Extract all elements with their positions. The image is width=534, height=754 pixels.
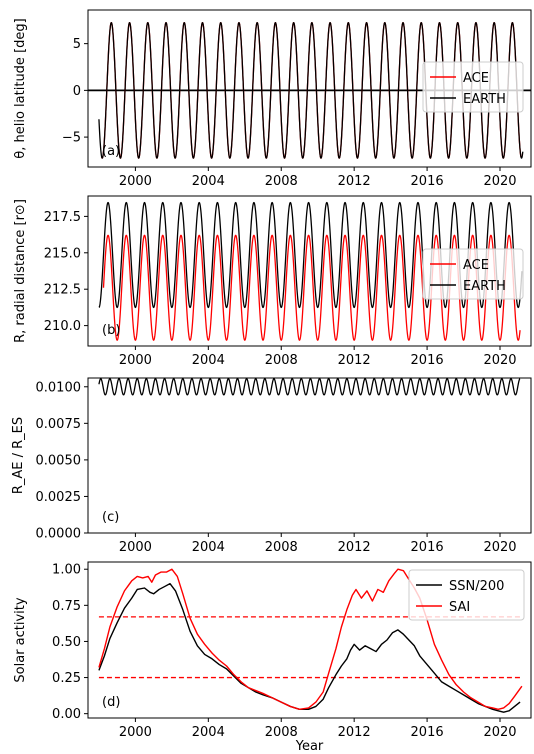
panel-tag: (d) [102, 695, 120, 710]
x-tick-label: 2000 [119, 174, 152, 189]
panel-tag: (c) [102, 510, 119, 525]
legend-entry: SAI [449, 600, 470, 615]
x-tick-label: 2004 [192, 725, 225, 740]
x-tick-label: 2000 [119, 353, 152, 368]
x-tick-label: 2004 [192, 353, 225, 368]
x-tick-label: 2000 [119, 540, 152, 555]
x-tick-label: 2020 [483, 353, 516, 368]
x-tick-label: 2012 [338, 353, 371, 368]
panel-a: 2000 2004 2008 2012 2016 2020 −5 0 5 θ, helio lat… [13, 9, 532, 189]
y-tick-label: 210.0 [44, 319, 81, 334]
legend-box [408, 569, 525, 621]
x-tick-label: 2012 [338, 174, 371, 189]
panel-c: 2000 2004 2008 2012 2016 2020 0.0000 0.0025 0.00… [11, 377, 532, 555]
x-tick-label: 2016 [411, 725, 444, 740]
legend-entry: SSN/200 [449, 579, 504, 594]
legend-entry: ACE [463, 71, 489, 86]
y-tick-label: 0.50 [52, 635, 81, 650]
x-tick-label: 2004 [192, 540, 225, 555]
plot-frame [87, 195, 532, 347]
plot-frame [87, 9, 532, 168]
y-tick-label: 0.0100 [36, 380, 82, 395]
y-axis-label: Solar activity [13, 597, 28, 682]
y-axis-label: θ, helio latitude [deg] [13, 18, 28, 158]
y-tick-label: 0.0075 [36, 417, 82, 432]
x-tick-label: 2008 [265, 174, 298, 189]
x-tick-label: 2016 [411, 540, 444, 555]
plot-frame [87, 377, 532, 534]
x-tick-label: 2016 [411, 174, 444, 189]
panel-tag: (a) [102, 144, 120, 159]
x-tick-label: 2008 [265, 540, 298, 555]
x-tick-label: 2020 [483, 540, 516, 555]
legend-entry: ACE [463, 258, 489, 273]
y-tick-label: 0.0000 [36, 527, 82, 542]
y-tick-label: 215.0 [44, 246, 81, 261]
x-tick-label: 2016 [411, 353, 444, 368]
x-axis-label: Year [295, 739, 324, 754]
y-tick-label: 217.5 [44, 210, 81, 225]
series-line-sai [98, 568, 523, 711]
x-tick-label: 2020 [483, 174, 516, 189]
legend-box [422, 248, 524, 300]
y-tick-label: 0 [73, 84, 81, 99]
y-tick-label: 0.75 [52, 599, 81, 614]
legend: ACE EARTH [422, 248, 524, 300]
y-axis-label: R_AE / R_ES [11, 417, 26, 494]
x-tick-label: 2012 [338, 725, 371, 740]
x-tick-label: 2004 [192, 174, 225, 189]
panel-d: 2000 2004 2008 2012 2016 2020 0.00 0.25 0.50 0.75… [13, 561, 532, 754]
series-line-earth [98, 21, 524, 159]
x-tick-label: 2012 [338, 540, 371, 555]
y-tick-label: 0.0025 [36, 490, 82, 505]
legend: ACE EARTH [422, 61, 524, 113]
x-tick-label: 2000 [119, 725, 152, 740]
plot-frame [87, 561, 532, 719]
x-tick-label: 2008 [265, 725, 298, 740]
y-axis-label: R, radial distance [r⊙] [13, 199, 28, 343]
y-tick-label: 212.5 [44, 283, 81, 298]
legend-box [422, 61, 524, 113]
y-tick-label: 0.00 [52, 707, 81, 722]
y-tick-label: 0.25 [52, 671, 81, 686]
series-line-ratio [98, 378, 521, 396]
y-tick-label: 5 [73, 37, 81, 52]
y-tick-label: 1.00 [52, 563, 81, 578]
x-tick-label: 2020 [483, 725, 516, 740]
series-line-earth [98, 201, 523, 309]
panel-b: 2000 2004 2008 2012 2016 2020 210.0 212.5 215.0 2… [13, 195, 532, 368]
x-tick-label: 2008 [265, 353, 298, 368]
legend-entry: EARTH [463, 92, 506, 107]
legend-entry: EARTH [463, 279, 506, 294]
legend: SSN/200 SAI [408, 569, 525, 621]
series-line-ssn-200 [98, 582, 521, 713]
y-tick-label: −5 [62, 131, 81, 146]
y-tick-label: 0.0050 [36, 453, 82, 468]
panel-tag: (b) [102, 323, 120, 338]
